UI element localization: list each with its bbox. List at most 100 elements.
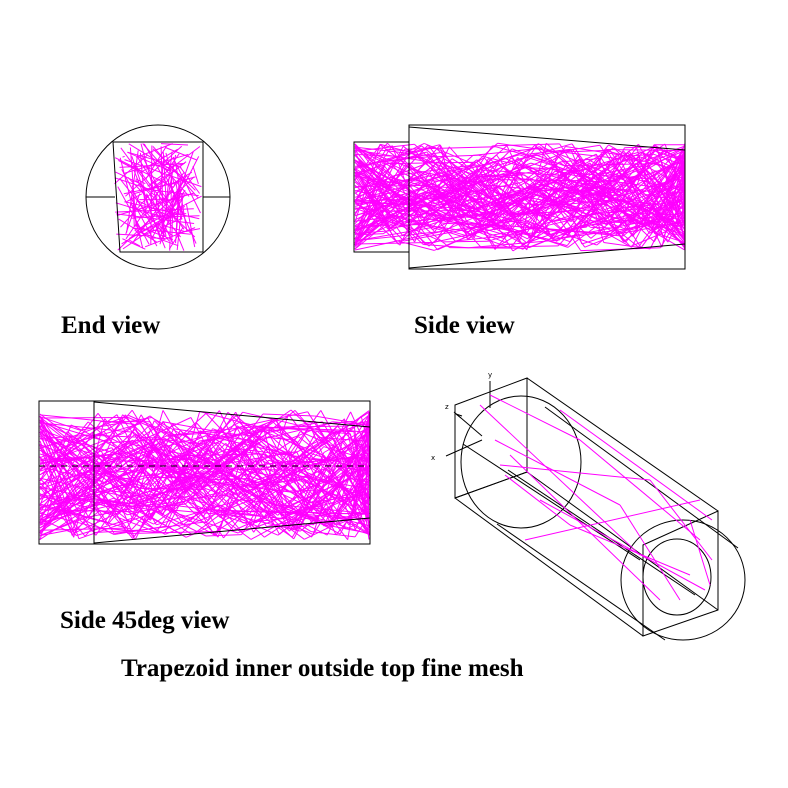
side45-view-ray bbox=[364, 458, 370, 461]
side-view-ray bbox=[536, 154, 565, 167]
end-view-ray bbox=[144, 227, 196, 248]
side-view-ray bbox=[625, 215, 685, 251]
end-view-ray bbox=[119, 162, 185, 168]
side-view-ray bbox=[354, 191, 426, 217]
side45-view-ray bbox=[140, 414, 215, 536]
side-view-ray bbox=[530, 154, 579, 239]
side-view-ray bbox=[393, 164, 471, 177]
side45-view-ray bbox=[288, 415, 362, 505]
side-view-outer-box bbox=[408, 124, 686, 270]
side-view-ray bbox=[458, 219, 550, 240]
end-view-ray bbox=[160, 146, 164, 238]
side-view-ray bbox=[599, 145, 669, 243]
end-view-ray bbox=[134, 163, 185, 230]
side45-view-ray bbox=[71, 510, 101, 533]
side-view-ray bbox=[559, 149, 611, 153]
side45-view-rays bbox=[39, 409, 370, 541]
side45-view-ray bbox=[250, 440, 289, 505]
side-view-ray bbox=[499, 212, 529, 215]
end-view-ray bbox=[177, 228, 201, 234]
iso-cylinder-top-tangent bbox=[544, 406, 739, 549]
side45-view-ray bbox=[39, 417, 129, 419]
end-view-ray bbox=[192, 165, 199, 185]
side-view-ray bbox=[496, 154, 540, 217]
iso-z-arrowhead bbox=[455, 413, 463, 419]
side-view-ray bbox=[354, 151, 443, 167]
side-view-ray bbox=[495, 146, 555, 164]
side-view-ray bbox=[492, 143, 560, 147]
iso-view-ray bbox=[489, 394, 581, 441]
iso-view-rays bbox=[479, 394, 713, 601]
side45-view-ray bbox=[250, 493, 279, 516]
side-view-ray bbox=[558, 151, 644, 162]
side-view-ray bbox=[380, 193, 433, 222]
side-view-ray bbox=[635, 212, 686, 216]
side45-view-ray bbox=[39, 484, 73, 517]
side-view-ray bbox=[589, 162, 637, 203]
side45-view-ray bbox=[39, 433, 136, 526]
side45-view-ray bbox=[349, 433, 370, 526]
end-view-ray bbox=[128, 143, 181, 176]
side-view-ray bbox=[575, 147, 638, 232]
side-view-ray bbox=[473, 194, 511, 210]
side45-view-ray bbox=[67, 431, 131, 486]
side45-view-ray bbox=[39, 431, 113, 481]
side45-view-ray bbox=[194, 494, 233, 499]
end-view-rays bbox=[114, 143, 202, 251]
side-view-ray bbox=[537, 153, 631, 233]
side45-view-ray bbox=[39, 477, 135, 499]
side45-view-ray bbox=[305, 461, 369, 505]
side-view-ray bbox=[622, 195, 674, 237]
side45-view-ray bbox=[151, 417, 246, 471]
side45-view-ray bbox=[39, 431, 68, 481]
end-view-ray bbox=[150, 146, 201, 185]
iso-edge-top bbox=[526, 377, 719, 512]
side45-view-ray bbox=[39, 478, 79, 518]
side-view-ray bbox=[564, 212, 636, 233]
side-view-ray bbox=[643, 182, 686, 205]
side-view-ray bbox=[668, 218, 686, 229]
side45-view-ray bbox=[350, 411, 370, 453]
side45-view-ray bbox=[353, 421, 370, 529]
side-view-ray bbox=[495, 194, 537, 207]
side-view-ray bbox=[441, 151, 528, 251]
side-view-ray bbox=[354, 151, 427, 175]
end-view-trapezoid-outline bbox=[112, 141, 204, 253]
side-view-ray bbox=[354, 168, 396, 241]
side-view-label: Side view bbox=[414, 312, 515, 339]
side-view-ray bbox=[608, 144, 670, 180]
side45-view-ray bbox=[335, 426, 370, 486]
side45-view-ray bbox=[268, 443, 306, 463]
end-view-ray bbox=[166, 153, 180, 172]
side-view-ray bbox=[354, 192, 392, 203]
side45-view-outer-box bbox=[38, 400, 371, 545]
side-view-ray bbox=[437, 225, 493, 251]
side45-view-ray bbox=[39, 420, 102, 452]
side-view-ray bbox=[527, 174, 599, 240]
side45-view-ray bbox=[39, 422, 134, 433]
side-view-ray bbox=[654, 157, 682, 180]
side-view-ray bbox=[528, 192, 613, 219]
side-view-ray bbox=[399, 146, 450, 246]
end-view-ray bbox=[142, 143, 190, 197]
side-view-ray bbox=[612, 217, 647, 226]
iso-y-axis-label: y bbox=[488, 371, 492, 379]
side45-view-panel bbox=[38, 400, 371, 545]
side45-view-ray bbox=[161, 445, 237, 515]
end-view-ray bbox=[185, 203, 196, 248]
side-view-ray bbox=[354, 227, 433, 242]
side-view-ray bbox=[664, 150, 686, 197]
side45-view-ray bbox=[309, 425, 356, 530]
side-view-ray bbox=[354, 161, 386, 246]
end-view-ray bbox=[128, 239, 141, 247]
side-view-ray bbox=[490, 157, 518, 219]
side45-view-ray bbox=[259, 425, 309, 471]
end-view-ray bbox=[160, 143, 189, 146]
side-view-ray bbox=[592, 180, 622, 238]
side-view-ray bbox=[631, 148, 686, 223]
side-view-ray bbox=[469, 162, 499, 211]
side-view-ray bbox=[449, 247, 527, 249]
side45-view-ray bbox=[273, 425, 311, 487]
side-view-ray bbox=[535, 153, 597, 184]
